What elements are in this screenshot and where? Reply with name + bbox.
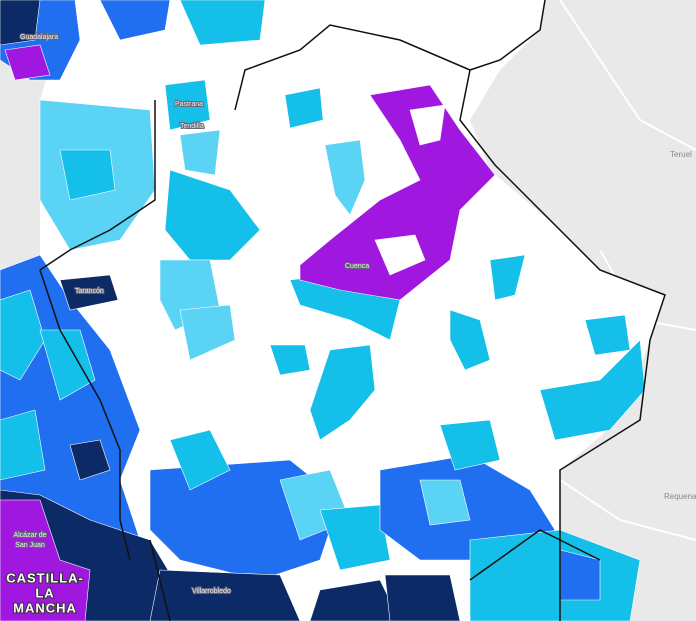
city-label: Tarancón: [75, 288, 104, 295]
city-label: Alcázar de: [13, 532, 46, 539]
city-label: Tendilla: [180, 123, 204, 130]
region-label: LA: [35, 585, 54, 600]
city-label: Cuenca: [345, 263, 369, 270]
city-label: San Juan: [15, 542, 45, 549]
city-label: Teruel: [670, 150, 692, 159]
region-label: MANCHA: [13, 600, 77, 615]
borders: [39, 0, 666, 621]
city-label: Guadalajara: [20, 34, 58, 41]
region-label: CASTILLA-: [6, 570, 84, 585]
municipalities: [0, 0, 646, 621]
city-label: Pastrana: [175, 101, 203, 108]
city-label: Requena: [664, 492, 696, 501]
city-label: Villarrobledo: [192, 588, 231, 595]
